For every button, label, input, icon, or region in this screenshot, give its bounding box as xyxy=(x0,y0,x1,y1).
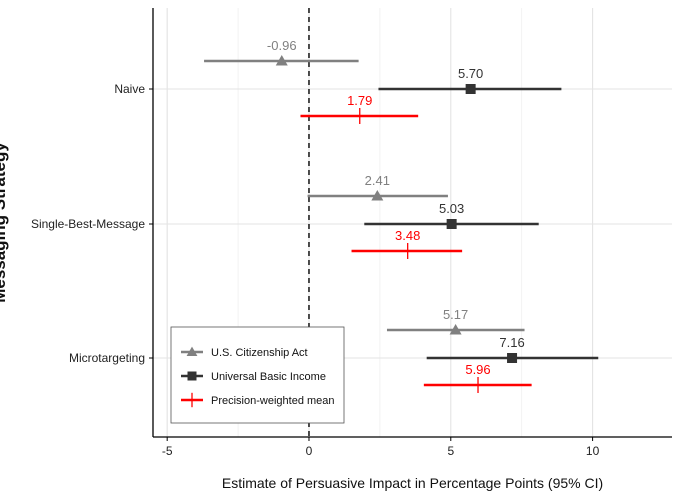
legend-label: U.S. Citizenship Act xyxy=(211,347,308,359)
point-marker xyxy=(446,219,457,229)
y-axis-title: Messaging Strategy xyxy=(0,142,9,303)
data-label: -0.96 xyxy=(267,38,297,53)
point-marker xyxy=(465,84,476,94)
data-label: 3.48 xyxy=(395,228,420,243)
legend-key-marker xyxy=(186,346,198,357)
data-label: 5.70 xyxy=(458,66,483,81)
y-tick-label: Naive xyxy=(114,82,145,96)
x-tick-label: -5 xyxy=(162,444,173,458)
point-marker xyxy=(275,55,288,66)
data-label: 7.16 xyxy=(499,335,524,350)
point-marker xyxy=(449,324,462,335)
x-tick-label: 5 xyxy=(447,444,454,458)
point-marker xyxy=(507,353,518,363)
legend-key-marker xyxy=(187,371,197,381)
x-axis-title: Estimate of Persuasive Impact in Percent… xyxy=(222,475,603,491)
legend-label: Universal Basic Income xyxy=(211,371,326,383)
y-tick-label: Microtargeting xyxy=(69,351,145,365)
axes xyxy=(152,8,672,438)
x-tick-label: 0 xyxy=(306,444,313,458)
data-label: 5.96 xyxy=(465,362,490,377)
data-label: 5.17 xyxy=(443,307,468,322)
point-marker xyxy=(371,190,384,201)
data-label: 5.03 xyxy=(439,201,464,216)
data-marks: -0.96 2.41 5.17 5.70 5.03 7.16 1.79 3.48 5.96 xyxy=(204,38,599,393)
data-label: 2.41 xyxy=(365,173,390,188)
y-tick-label: Single-Best-Message xyxy=(31,217,145,231)
x-tick-label: 10 xyxy=(586,444,600,458)
data-label: 1.79 xyxy=(347,93,372,108)
tick-labels: -5 0 5 10 Naive Single-Best-Message Microtarge… xyxy=(31,82,600,458)
legend-label: Precision-weighted mean xyxy=(211,395,335,407)
legend: U.S. Citizenship Act Universal Basic Inco… xyxy=(170,326,345,424)
